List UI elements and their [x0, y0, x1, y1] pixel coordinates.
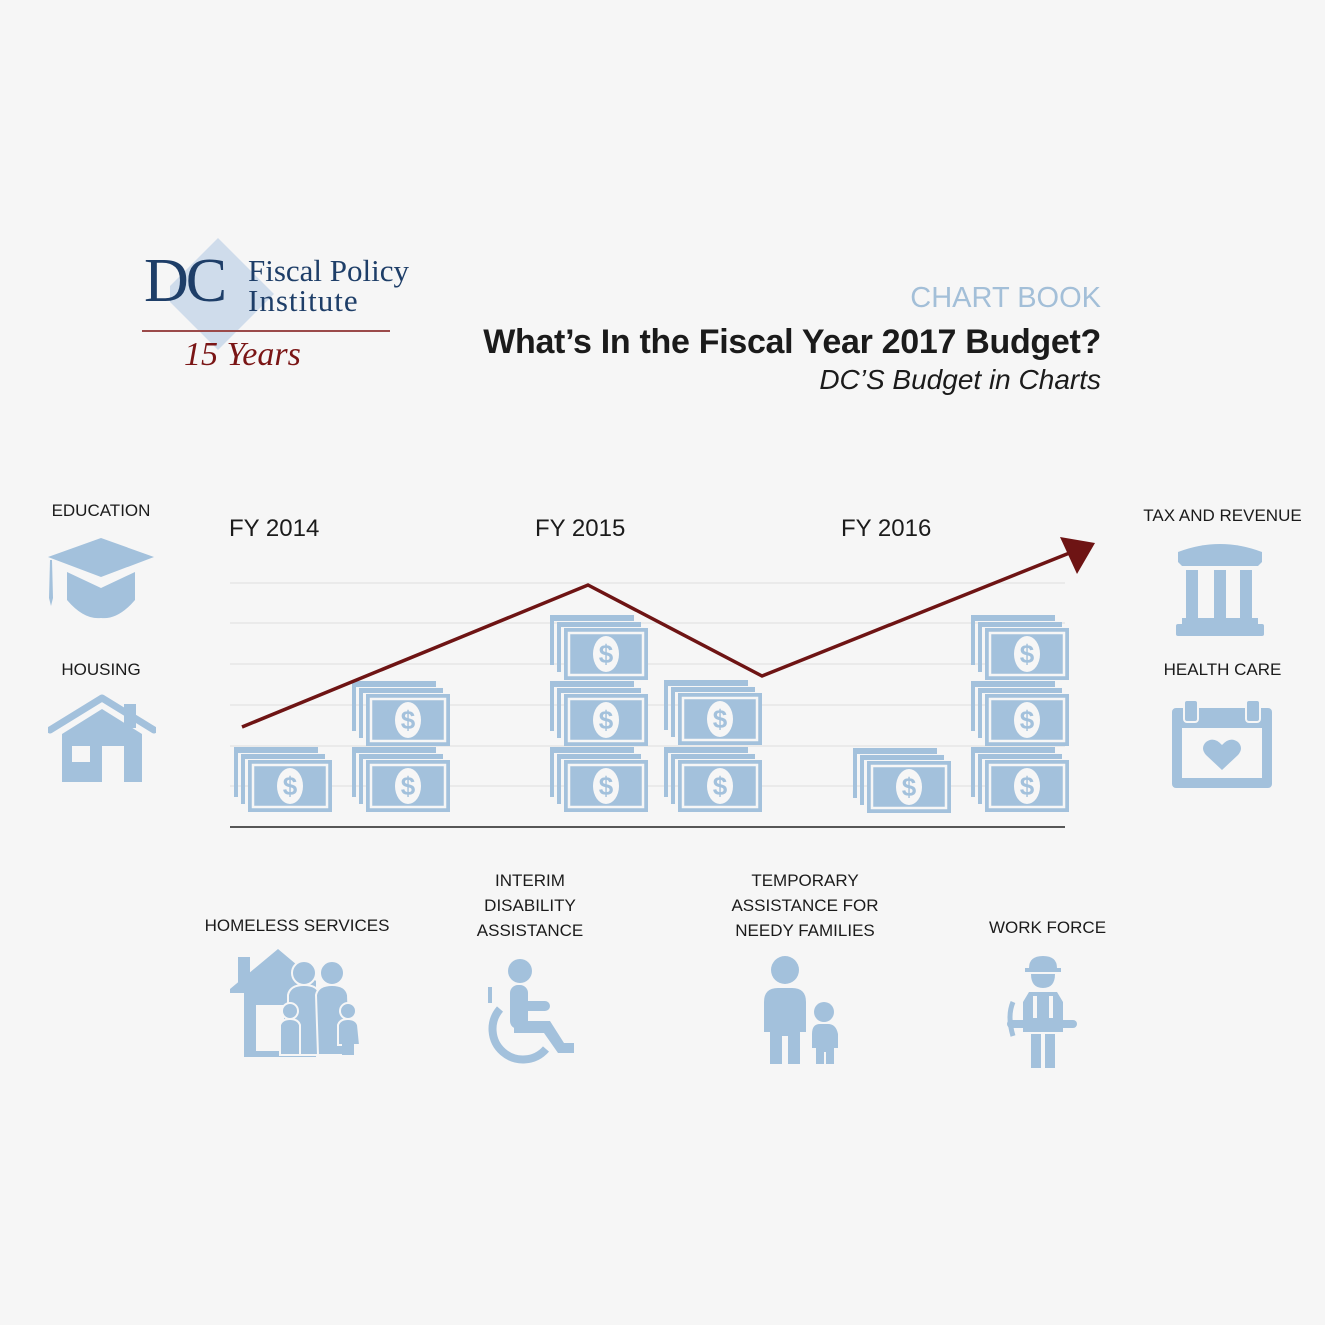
bill-stack — [350, 679, 452, 748]
bill-stack — [969, 679, 1071, 748]
calendar-heart-icon — [1172, 699, 1272, 788]
housing-label: HOUSING — [61, 660, 141, 679]
logo-name-line1: Fiscal Policy — [248, 253, 410, 288]
dcfpi-logo: DC Fiscal Policy Institute 15 Years — [140, 236, 430, 396]
fy-2014-label: FY 2014 — [229, 515, 320, 542]
page-subtitle: DC’S Budget in Charts — [819, 364, 1101, 395]
bill-stack — [548, 613, 650, 682]
bill-stack — [851, 746, 953, 815]
government-building-icon — [1176, 544, 1264, 636]
bill-stack — [969, 745, 1071, 814]
bill-stack — [232, 745, 334, 814]
bill-stack — [969, 613, 1071, 682]
wheelchair-icon — [488, 959, 574, 1064]
trend-line — [241, 550, 1073, 729]
dc-map-shape-icon — [170, 238, 274, 350]
parent-child-icon — [764, 956, 838, 1064]
chart-book-kicker: CHART BOOK — [910, 282, 1101, 314]
page-title: What’s In the Fiscal Year 2017 Budget? — [483, 323, 1101, 361]
interim-disability-assistance-label: INTERIM DISABILITY ASSISTANCE — [476, 871, 584, 940]
homeless-services-label: HOMELESS SERVICES — [204, 916, 390, 935]
bill-stack — [350, 745, 452, 814]
logo-divider — [142, 330, 390, 332]
house-icon — [48, 694, 156, 782]
health-care-label: HEALTH CARE — [1163, 660, 1282, 679]
logo-name: Fiscal Policy Institute — [248, 253, 410, 318]
bill-stack — [662, 678, 764, 747]
bill-stack — [662, 745, 764, 814]
logo-anniversary: 15 Years — [184, 336, 301, 373]
family-house-icon — [230, 949, 362, 1057]
fy-2015-label: FY 2015 — [535, 515, 626, 542]
trend-arrow-head-icon — [1060, 537, 1095, 574]
construction-worker-icon — [1007, 956, 1077, 1068]
bill-stack — [548, 679, 650, 748]
education-label: EDUCATION — [51, 501, 151, 520]
tanf-label: TEMPORARY ASSISTANCE FOR NEEDY FAMILIES — [731, 871, 879, 940]
work-force-label: WORK FORCE — [988, 918, 1107, 937]
logo-name-line2: Institute — [248, 283, 359, 318]
bill-stack — [548, 745, 650, 814]
logo-dc-text: DC — [144, 247, 227, 315]
tax-and-revenue-label: TAX AND REVENUE — [1143, 506, 1302, 525]
graduation-cap-icon — [48, 538, 154, 619]
fy-2016-label: FY 2016 — [841, 515, 932, 542]
